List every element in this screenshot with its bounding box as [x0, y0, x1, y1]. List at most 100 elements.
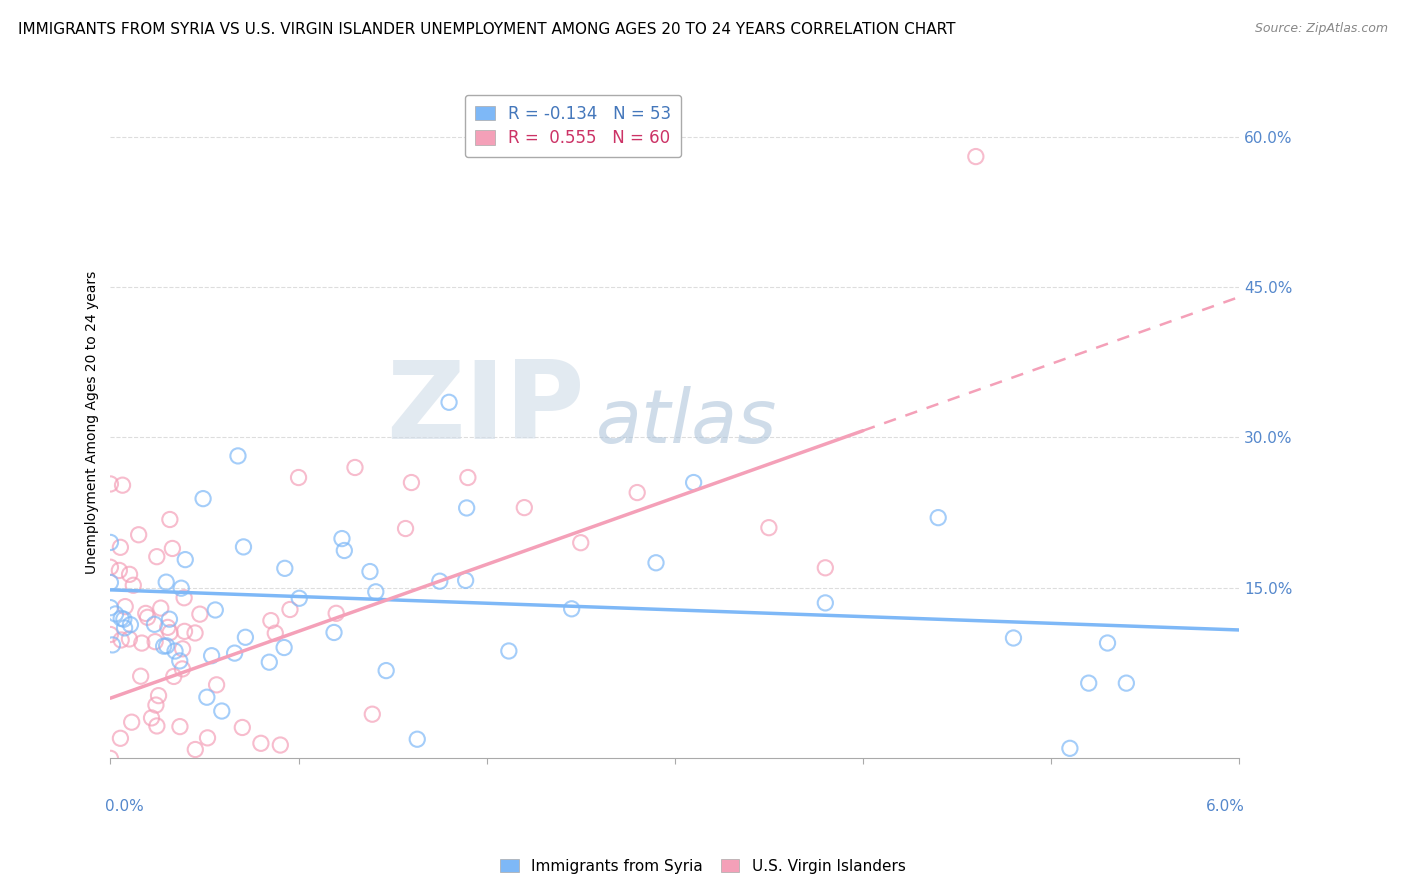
Point — [927, 510, 949, 524]
Point — [191, 491, 214, 506]
Point — [364, 584, 387, 599]
Point — [159, 512, 181, 526]
Point — [145, 698, 167, 712]
Point — [201, 648, 224, 663]
Point — [100, 575, 122, 590]
Point — [100, 560, 122, 574]
Point — [287, 470, 309, 484]
Point — [100, 600, 122, 615]
Point — [173, 624, 195, 639]
Point — [498, 644, 520, 658]
Point — [429, 574, 451, 589]
Point — [131, 636, 153, 650]
Point — [205, 678, 228, 692]
Point — [110, 632, 132, 647]
Point — [197, 731, 219, 745]
Point — [143, 634, 166, 648]
Point — [128, 528, 150, 542]
Point — [110, 541, 132, 555]
Point — [110, 731, 132, 746]
Point — [456, 500, 478, 515]
Point — [224, 646, 246, 660]
Legend: Immigrants from Syria, U.S. Virgin Islanders: Immigrants from Syria, U.S. Virgin Islan… — [495, 853, 911, 880]
Point — [149, 601, 172, 615]
Point — [1097, 636, 1119, 650]
Point — [204, 603, 226, 617]
Point — [100, 751, 122, 765]
Text: 6.0%: 6.0% — [1206, 798, 1244, 814]
Point — [288, 591, 311, 606]
Point — [330, 532, 353, 546]
Point — [273, 640, 295, 655]
Point — [513, 500, 536, 515]
Point — [394, 522, 416, 536]
Text: 0.0%: 0.0% — [105, 798, 143, 814]
Point — [758, 521, 780, 535]
Point — [325, 607, 347, 621]
Point — [323, 625, 346, 640]
Point — [114, 621, 136, 635]
Point — [162, 541, 184, 556]
Text: Source: ZipAtlas.com: Source: ZipAtlas.com — [1254, 22, 1388, 36]
Point — [173, 591, 195, 605]
Text: IMMIGRANTS FROM SYRIA VS U.S. VIRGIN ISLANDER UNEMPLOYMENT AMONG AGES 20 TO 24 Y: IMMIGRANTS FROM SYRIA VS U.S. VIRGIN ISL… — [18, 22, 956, 37]
Point — [1077, 676, 1099, 690]
Point — [184, 742, 207, 756]
Point — [569, 535, 592, 549]
Point — [195, 690, 218, 705]
Text: atlas: atlas — [596, 386, 778, 458]
Point — [682, 475, 704, 490]
Point — [120, 617, 142, 632]
Point — [156, 620, 179, 634]
Point — [146, 719, 169, 733]
Point — [274, 561, 297, 575]
Legend: R = -0.134   N = 53, R =  0.555   N = 60: R = -0.134 N = 53, R = 0.555 N = 60 — [465, 95, 682, 157]
Point — [112, 612, 135, 626]
Point — [1059, 741, 1081, 756]
Point — [235, 630, 257, 644]
Point — [406, 732, 429, 747]
Point — [104, 607, 127, 621]
Point — [159, 612, 181, 626]
Point — [146, 549, 169, 564]
Point — [169, 654, 191, 668]
Point — [231, 721, 253, 735]
Point — [111, 478, 134, 492]
Point — [170, 581, 193, 595]
Point — [152, 639, 174, 653]
Point — [626, 485, 648, 500]
Point — [457, 470, 479, 484]
Point — [226, 449, 249, 463]
Point — [135, 607, 157, 621]
Y-axis label: Unemployment Among Ages 20 to 24 years: Unemployment Among Ages 20 to 24 years — [86, 271, 100, 574]
Point — [163, 644, 186, 658]
Point — [129, 669, 152, 683]
Point — [250, 736, 273, 750]
Point — [264, 626, 287, 640]
Point — [101, 638, 124, 652]
Point — [1002, 631, 1025, 645]
Point — [645, 556, 668, 570]
Point — [211, 704, 233, 718]
Point — [561, 602, 583, 616]
Point — [148, 689, 170, 703]
Point — [454, 574, 477, 588]
Point — [163, 669, 186, 683]
Point — [141, 711, 163, 725]
Point — [437, 395, 460, 409]
Point — [232, 540, 254, 554]
Point — [361, 707, 384, 722]
Point — [118, 632, 141, 646]
Point — [278, 602, 301, 616]
Point — [1115, 676, 1137, 690]
Point — [359, 565, 381, 579]
Point — [401, 475, 423, 490]
Point — [375, 664, 398, 678]
Point — [100, 535, 122, 549]
Point — [118, 567, 141, 582]
Point — [333, 543, 356, 558]
Point — [114, 599, 136, 614]
Point — [143, 617, 166, 632]
Point — [965, 150, 987, 164]
Point — [136, 610, 159, 624]
